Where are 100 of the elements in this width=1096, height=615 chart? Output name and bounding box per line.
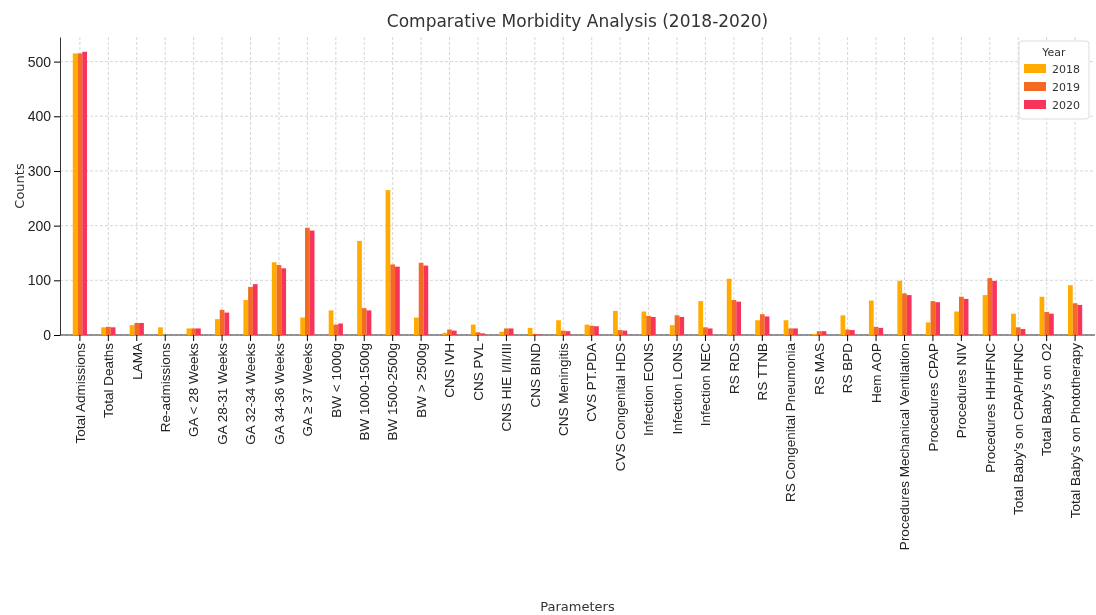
bar <box>560 330 566 335</box>
bar <box>726 278 732 335</box>
bar <box>333 324 339 335</box>
bar <box>698 301 704 335</box>
x-tick-label: Procedures NIV <box>954 343 970 439</box>
bar <box>703 327 708 335</box>
bar <box>361 308 367 335</box>
x-tick-label: LAMA <box>129 343 145 380</box>
bar <box>954 311 959 335</box>
bar <box>935 302 941 335</box>
x-tick-label: RS BPD <box>840 342 856 394</box>
bar <box>613 310 618 335</box>
bar <box>897 280 903 335</box>
bar <box>338 323 343 335</box>
bar <box>755 320 760 335</box>
x-tick-label: Procedures CPAP <box>925 343 941 452</box>
bar <box>504 328 509 335</box>
x-tick-label: Procedures Mechanical Ventilation <box>897 343 913 551</box>
x-tick-label: Re-admissions <box>157 342 173 433</box>
bar <box>736 301 741 335</box>
bar <box>925 322 931 335</box>
x-tick-label: Hem AOP <box>868 343 884 404</box>
x-tick-label: Infection LONS <box>669 343 685 435</box>
bar <box>451 330 457 335</box>
bar <box>72 53 78 335</box>
x-tick-label: Total Baby's on CPAP/HFNC <box>1010 342 1026 515</box>
bar <box>759 314 765 335</box>
bar <box>906 295 912 335</box>
bar <box>617 330 623 335</box>
chart-title: Comparative Morbidity Analysis (2018-2020) <box>386 11 769 31</box>
bar <box>987 278 993 335</box>
bar <box>414 317 419 335</box>
bar <box>196 328 201 335</box>
x-tick-label: GA ≥ 37 Weeks <box>300 342 316 437</box>
bar <box>186 328 192 335</box>
legend-label: 2020 <box>1052 99 1080 112</box>
bar <box>793 328 798 335</box>
bar <box>158 327 163 335</box>
x-tick-label: CNS Meningitis <box>556 342 572 437</box>
bar <box>499 331 505 335</box>
bar <box>878 327 884 335</box>
bar <box>1049 313 1054 335</box>
bar <box>357 240 362 335</box>
bar <box>788 328 794 335</box>
x-tick-label: RS Congenital Pneumonia <box>783 342 799 503</box>
bar <box>248 286 253 335</box>
bar <box>508 328 514 335</box>
x-tick-label: RS RDS <box>726 343 742 395</box>
x-tick-label: BW > 2500g <box>413 343 429 418</box>
bar <box>101 327 106 335</box>
y-tick-label: 0 <box>43 326 52 343</box>
bar <box>271 262 277 335</box>
x-tick-label: CNS PVL <box>470 342 486 401</box>
y-axis-title: Counts <box>12 163 27 209</box>
bar <box>646 315 651 335</box>
bar <box>252 284 258 335</box>
y-tick-label: 500 <box>27 53 52 70</box>
bar <box>390 264 396 335</box>
x-tick-label: GA 34-36 Weeks <box>271 342 287 445</box>
bar <box>442 332 448 335</box>
x-tick-label: BW 1000-1500g <box>356 343 372 441</box>
x-tick-label: Total Deaths <box>101 342 117 419</box>
x-tick-label: Total Baby's on O2 <box>1039 343 1055 456</box>
bar <box>82 51 88 335</box>
bar <box>1015 327 1021 335</box>
bar <box>105 326 111 335</box>
bar <box>992 280 997 335</box>
bar <box>902 293 907 335</box>
x-tick-label: Infection NEC <box>698 342 714 427</box>
x-tick-label: CVS Congenital HDS <box>612 343 628 472</box>
y-tick-label: 100 <box>27 272 52 289</box>
bar <box>845 329 850 335</box>
x-tick-label: BW 1500-2500g <box>385 343 401 441</box>
bar <box>243 300 249 335</box>
x-tick-label: CNS BIND <box>527 342 543 408</box>
bar <box>1067 285 1073 335</box>
bar <box>958 296 964 335</box>
bar <box>470 324 476 335</box>
y-tick-label: 400 <box>27 108 52 125</box>
bar <box>1011 313 1016 335</box>
bar <box>868 300 874 335</box>
x-tick-label: CNS IVH <box>442 343 458 398</box>
bar <box>191 328 197 335</box>
x-tick-label: Infection EONS <box>641 343 657 437</box>
bar <box>224 312 230 335</box>
bar <box>816 331 822 335</box>
bar <box>669 325 675 335</box>
legend-title: Year <box>1041 46 1067 59</box>
bar <box>650 316 656 335</box>
bar <box>134 322 140 335</box>
x-tick-label: RS TTNB <box>755 343 771 401</box>
x-tick-label: GA 32-34 Weeks <box>243 342 259 445</box>
bar <box>1044 312 1050 335</box>
bar <box>305 227 310 335</box>
x-tick-label: CNS HIE I/II/III <box>499 343 515 432</box>
bar <box>423 265 429 335</box>
bar <box>214 319 220 335</box>
x-tick-label: Procedures HHHFNC <box>982 342 998 473</box>
x-axis-title: Parameters <box>540 599 615 614</box>
x-tick-label: Total Admissions <box>72 342 88 444</box>
